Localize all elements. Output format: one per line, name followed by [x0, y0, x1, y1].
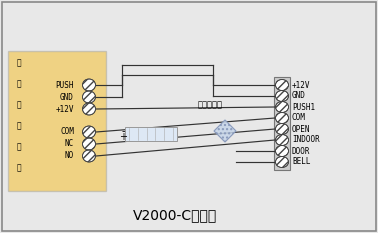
Ellipse shape	[82, 103, 96, 115]
Ellipse shape	[276, 79, 288, 90]
Text: 用: 用	[17, 121, 21, 130]
Text: 专: 专	[17, 100, 21, 110]
Text: +: +	[119, 132, 127, 142]
Text: PUSH: PUSH	[56, 80, 74, 89]
Text: 门: 门	[17, 58, 21, 68]
Text: +12V: +12V	[56, 104, 74, 113]
Ellipse shape	[276, 90, 288, 102]
Ellipse shape	[82, 150, 96, 162]
Text: +12V: +12V	[292, 80, 310, 89]
Text: GND: GND	[60, 93, 74, 102]
Text: -: -	[121, 126, 125, 136]
Bar	[8, 51, 106, 191]
Ellipse shape	[82, 138, 96, 150]
Bar	[274, 77, 290, 170]
Text: BELL: BELL	[292, 158, 310, 167]
Ellipse shape	[276, 113, 288, 123]
Text: 源: 源	[17, 164, 21, 172]
Text: DOOR: DOOR	[292, 147, 310, 155]
Ellipse shape	[276, 145, 288, 157]
Text: 禁: 禁	[17, 79, 21, 89]
Text: INDOOR: INDOOR	[292, 136, 320, 144]
Text: 接门铃开关: 接门铃开关	[197, 100, 223, 110]
Ellipse shape	[82, 126, 96, 138]
Ellipse shape	[276, 134, 288, 145]
Text: GND: GND	[292, 92, 306, 100]
Ellipse shape	[82, 79, 96, 91]
Text: PUSH1: PUSH1	[292, 103, 315, 112]
Text: COM: COM	[60, 127, 74, 137]
Text: OPEN: OPEN	[292, 124, 310, 134]
Text: COM: COM	[292, 113, 306, 123]
Bar	[125, 127, 177, 141]
Ellipse shape	[276, 102, 288, 113]
Polygon shape	[214, 120, 236, 142]
Ellipse shape	[276, 157, 288, 168]
Text: 电: 电	[17, 143, 21, 151]
Ellipse shape	[82, 91, 96, 103]
Text: NC: NC	[65, 140, 74, 148]
Text: NO: NO	[65, 151, 74, 161]
Text: V2000-C接线图: V2000-C接线图	[133, 208, 217, 222]
Ellipse shape	[276, 123, 288, 134]
